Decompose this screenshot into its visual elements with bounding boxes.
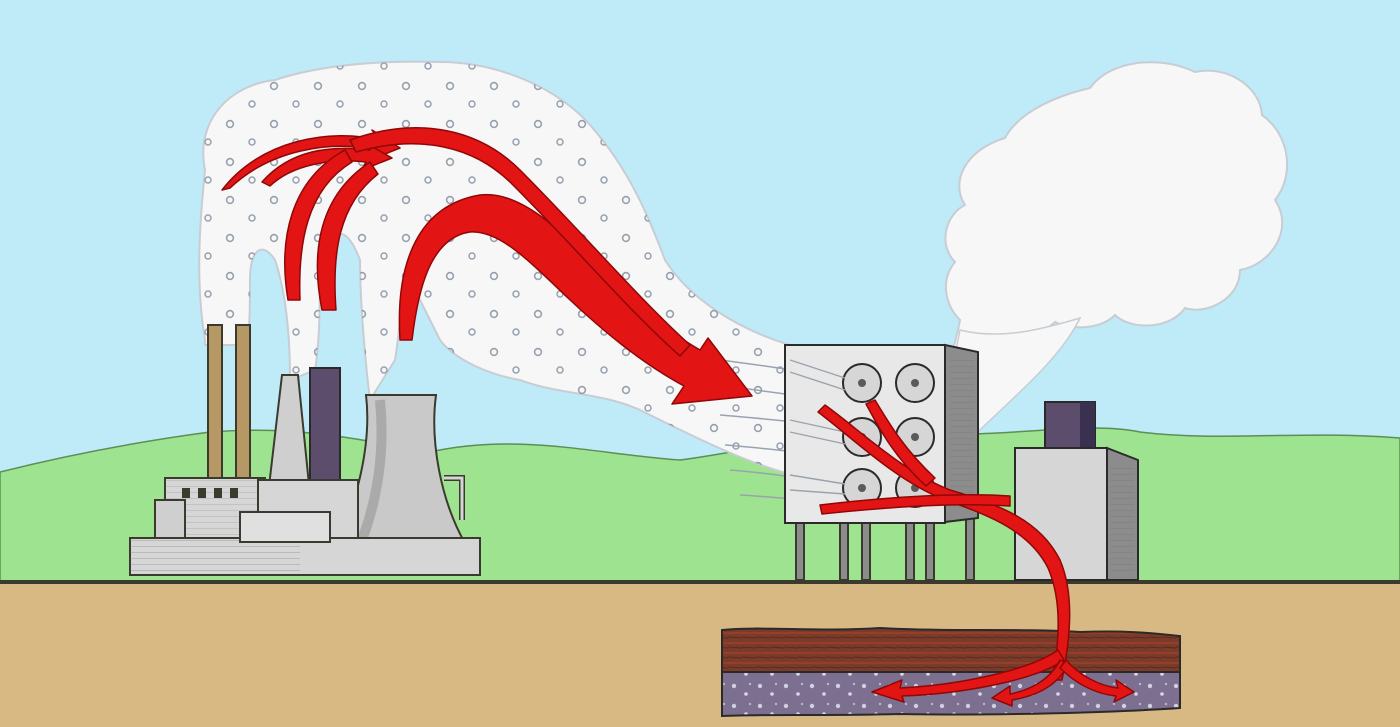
- cloud-right: [933, 61, 1288, 422]
- storage-building-icon: [1014, 401, 1139, 581]
- chimney-2: [235, 324, 251, 486]
- co2-arrow-icon: [221, 127, 1135, 707]
- rock-layer-icon: [721, 626, 1181, 718]
- rock-layer-top: [721, 626, 1181, 676]
- chimney-1: [207, 324, 223, 486]
- capture-unit-icon: [784, 343, 979, 581]
- cloud-right-tail: [949, 316, 1082, 457]
- power-plant-icon: [129, 324, 481, 576]
- ground: [0, 582, 1400, 727]
- main-co2-arrow: [398, 193, 753, 405]
- dark-stack: [309, 367, 341, 484]
- storage-building: [1014, 447, 1108, 581]
- rock-layer-bottom: [721, 671, 1181, 718]
